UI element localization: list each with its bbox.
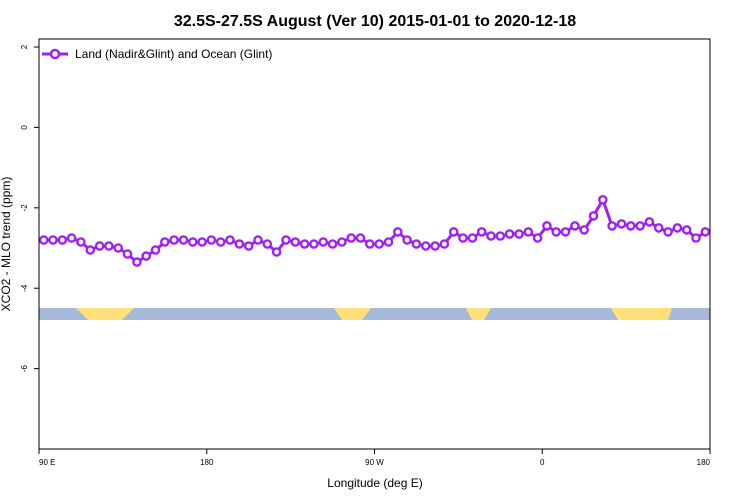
data-point (392, 227, 403, 237)
x-axis-label: Longitude (deg E) (327, 476, 422, 490)
data-point (476, 227, 487, 237)
x-tick-label: 90 W (365, 458, 384, 467)
legend-marker (49, 48, 61, 60)
data-point (48, 235, 58, 245)
y-tick-label: -6 (20, 365, 29, 373)
data-point (290, 237, 301, 247)
series-layer (38, 194, 711, 267)
chart-title: 32.5S-27.5S August (Ver 10) 2015-01-01 t… (174, 13, 576, 30)
data-point (327, 239, 338, 249)
land-mass (611, 308, 672, 320)
data-point (542, 221, 552, 231)
ocean-band (39, 308, 710, 320)
data-point (374, 239, 385, 249)
land-mass (76, 308, 134, 320)
data-point (439, 239, 450, 249)
data-point (458, 233, 468, 243)
data-point (281, 235, 291, 245)
data-point (85, 245, 96, 255)
data-point (178, 235, 189, 245)
data-point (243, 241, 254, 251)
land-mass (466, 308, 491, 320)
data-point (560, 227, 571, 237)
data-point (486, 231, 496, 241)
data-point (607, 221, 617, 231)
data-point (76, 237, 86, 247)
data-point (570, 221, 580, 231)
data-point (514, 229, 524, 239)
x-tick-label: 90 E (39, 458, 55, 467)
data-point (187, 237, 198, 247)
x-tick-label: 0 (540, 458, 545, 467)
data-point (94, 241, 105, 251)
data-point (626, 221, 636, 231)
y-tick-label: 0 (20, 125, 29, 130)
data-point (663, 227, 673, 237)
data-point (523, 227, 534, 237)
legend-entry-series-1: Land (Nadir&Glint) and Ocean (Glint) (75, 47, 272, 61)
data-point (225, 235, 235, 245)
data-point (495, 231, 506, 241)
y-axis: 2 0 -2 -4 -6 (20, 44, 39, 372)
data-point (579, 225, 590, 235)
x-tick-label: 180 (697, 458, 711, 467)
data-point (364, 239, 375, 249)
data-point (159, 237, 170, 247)
data-point (598, 194, 608, 205)
data-point (551, 227, 562, 237)
data-point (337, 237, 347, 247)
data-point (532, 233, 543, 243)
data-point (448, 227, 459, 237)
data-point (262, 239, 273, 249)
data-point (113, 243, 123, 253)
data-point (383, 237, 394, 247)
data-point (38, 235, 49, 245)
data-point (653, 223, 664, 233)
data-point (206, 235, 217, 245)
data-point (411, 239, 422, 249)
legend: Land (Nadir&Glint) and Ocean (Glint) (42, 47, 272, 61)
data-point (253, 235, 263, 245)
data-point (57, 235, 68, 245)
data-point (318, 237, 329, 247)
data-point (430, 241, 440, 251)
data-point (588, 211, 599, 221)
data-point (616, 219, 627, 229)
data-point (700, 227, 711, 237)
data-point (644, 217, 655, 227)
y-tick-label: -2 (20, 204, 29, 212)
y-tick-label: 2 (20, 44, 29, 49)
data-point (504, 229, 515, 239)
data-point (309, 239, 319, 249)
data-point (420, 241, 431, 251)
data-point (215, 237, 226, 247)
data-point (122, 249, 133, 259)
data-point (104, 241, 114, 251)
data-point (169, 235, 179, 245)
data-point (234, 239, 245, 249)
y-tick-label: -4 (20, 284, 29, 292)
data-point (132, 257, 142, 267)
data-point (681, 225, 692, 235)
land-ocean-strip (39, 308, 710, 320)
data-point (635, 221, 645, 231)
data-point (197, 237, 207, 247)
data-point (299, 239, 310, 249)
x-tick-label: 180 (200, 458, 214, 467)
data-point (355, 233, 366, 243)
data-point (141, 251, 151, 261)
data-point (402, 235, 412, 245)
data-point (271, 247, 282, 257)
x-axis: 90 E 180 90 W 0 180 (38, 449, 711, 467)
data-point (346, 233, 357, 243)
data-point (150, 245, 161, 255)
data-point (691, 233, 701, 243)
data-point (467, 233, 478, 243)
data-point (672, 223, 683, 233)
y-axis-label: XCO2 - MLO trend (ppm) (0, 177, 13, 312)
data-point (66, 233, 77, 243)
land-mass (334, 308, 371, 320)
